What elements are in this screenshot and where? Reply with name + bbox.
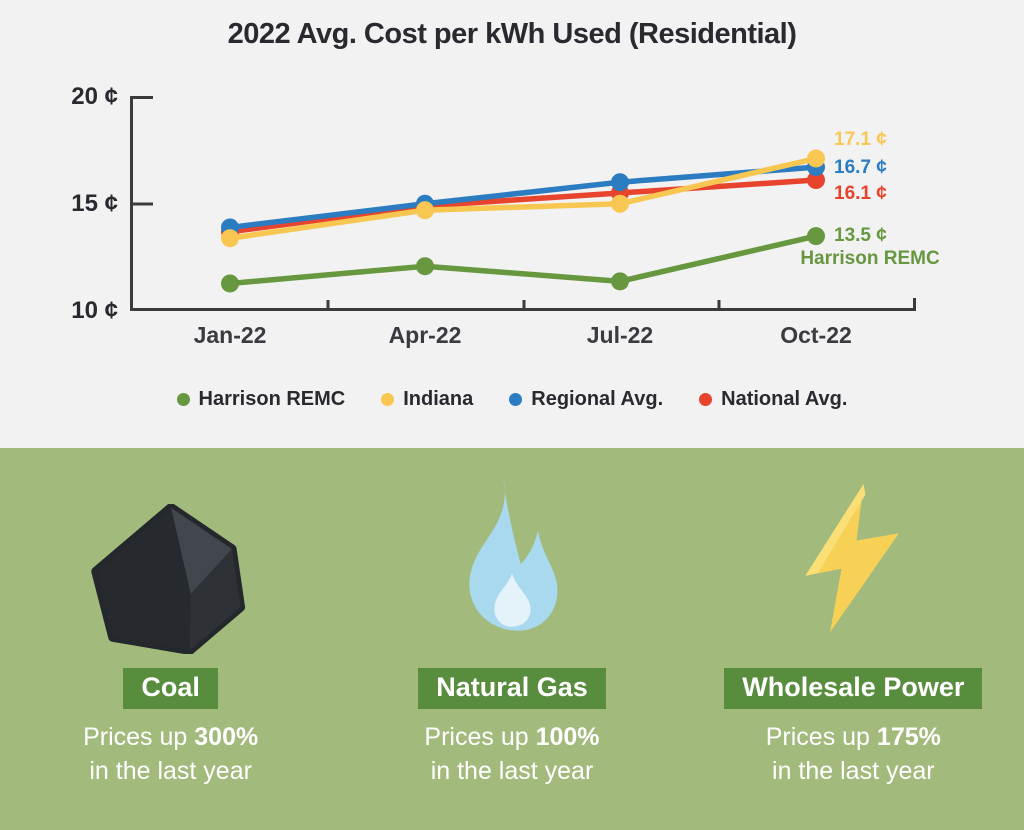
wholesale-power-stat-percent: 175%: [876, 723, 941, 751]
x-tick-jan: Jan-22: [193, 322, 267, 348]
y-tick-20: 20 ¢: [71, 83, 118, 110]
legend-item-harrison: Harrison REMC: [176, 388, 346, 411]
chart-section: 2022 Avg. Cost per kWh Used (Residential…: [0, 0, 1024, 448]
coal-stat-percent: 300%: [194, 723, 259, 751]
chart-title: 2022 Avg. Cost per kWh Used (Residential…: [227, 18, 797, 50]
legend-item-indiana: Indiana: [381, 388, 473, 411]
coal-stat-line2: in the last year: [89, 757, 252, 785]
lightning-icon-box: [683, 448, 1024, 668]
indiana-end-value: 17.1 ¢: [834, 129, 887, 150]
natural-gas-badge: Natural Gas: [418, 668, 606, 709]
coal-stat-line: Prices up 300%: [83, 720, 258, 754]
line-chart: [130, 96, 916, 311]
legend-item-national: National Avg.: [699, 388, 847, 411]
legend-label: Indiana: [403, 388, 474, 410]
coal-badge: Coal: [123, 668, 218, 709]
wholesale-power-stat-prefix: Prices up: [765, 723, 877, 751]
y-tick-10: 10 ¢: [71, 297, 118, 324]
natural-gas-stat-percent: 100%: [535, 723, 600, 751]
chart-axes: [130, 96, 916, 311]
y-tick-15: 15 ¢: [71, 190, 118, 217]
flame-icon-box: [341, 448, 682, 668]
coal-icon: [90, 504, 245, 654]
regional-end-value: 16.7 ¢: [834, 157, 887, 178]
harrison-dot-icon: [176, 393, 190, 406]
x-tick-jul: Jul-22: [586, 322, 654, 348]
indiana-dot-icon: [381, 393, 395, 406]
natural-gas-stat-prefix: Prices up: [424, 723, 536, 751]
harrison-end-name: Harrison REMC: [800, 248, 940, 269]
national-end-value: 16.1 ¢: [834, 183, 887, 204]
chart-legend: Harrison REMC Indiana Regional Avg. Nati…: [0, 388, 1024, 411]
wholesale-power-stat-line: Prices up 175%: [766, 720, 941, 754]
fuel-stats-section: Coal Prices up 300% in the last year Nat…: [0, 448, 1024, 830]
national-dot-icon: [699, 393, 713, 406]
lightning-icon: [805, 484, 900, 633]
legend-item-regional: Regional Avg.: [509, 388, 663, 411]
stat-card-coal: Coal Prices up 300% in the last year: [0, 448, 341, 830]
stat-card-wholesale-power: Wholesale Power Prices up 175% in the la…: [683, 448, 1024, 830]
legend-label: Harrison REMC: [198, 388, 346, 410]
chart-series: [221, 149, 825, 293]
natural-gas-stat-line2: in the last year: [430, 757, 594, 785]
harrison-end-value: 13.5 ¢: [834, 225, 887, 246]
regional-dot-icon: [509, 393, 523, 406]
flame-icon: [469, 477, 558, 631]
x-tick-oct: Oct-22: [780, 322, 852, 348]
coal-icon-box: [0, 448, 341, 668]
wholesale-power-stat-line2: in the last year: [772, 757, 935, 785]
wholesale-power-badge: Wholesale Power: [724, 668, 983, 709]
stat-card-natural-gas: Natural Gas Prices up 100% in the last y…: [341, 448, 682, 830]
natural-gas-stat-line: Prices up 100%: [424, 720, 599, 754]
legend-label: National Avg.: [721, 388, 848, 410]
x-tick-apr: Apr-22: [388, 322, 462, 348]
legend-label: Regional Avg.: [531, 388, 664, 410]
coal-stat-prefix: Prices up: [83, 723, 195, 751]
